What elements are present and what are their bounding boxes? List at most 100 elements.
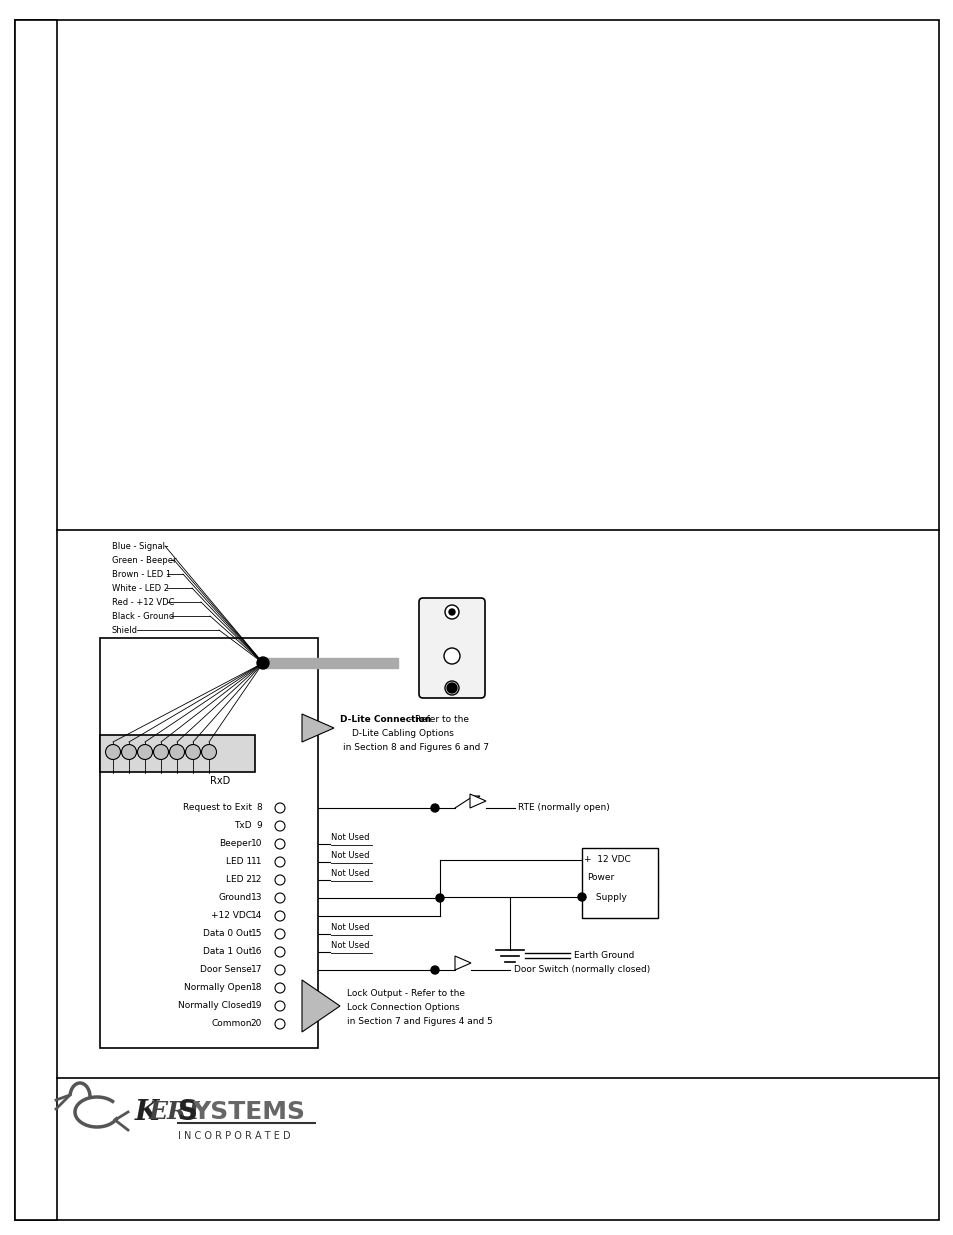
Text: 9: 9	[256, 821, 262, 830]
Text: LED 2: LED 2	[226, 876, 252, 884]
Circle shape	[185, 745, 200, 760]
Text: TxD: TxD	[234, 821, 252, 830]
Text: Not Used: Not Used	[331, 832, 369, 842]
Text: K: K	[135, 1098, 159, 1125]
Bar	[100, 735, 254, 772]
Text: Door Switch (normally closed): Door Switch (normally closed)	[514, 966, 650, 974]
Text: Not Used: Not Used	[331, 923, 369, 932]
Text: 1: 1	[110, 763, 115, 773]
Circle shape	[436, 894, 443, 902]
Circle shape	[274, 929, 285, 939]
Text: 13: 13	[251, 893, 262, 903]
Text: ERI: ERI	[149, 1100, 200, 1124]
Circle shape	[274, 1002, 285, 1011]
Circle shape	[274, 803, 285, 813]
Text: S: S	[178, 1098, 198, 1126]
Text: in Section 8 and Figures 6 and 7: in Section 8 and Figures 6 and 7	[343, 742, 489, 752]
Circle shape	[274, 965, 285, 974]
Text: White - LED 2: White - LED 2	[112, 583, 169, 593]
Circle shape	[274, 839, 285, 848]
Text: Data 0 Out: Data 0 Out	[202, 930, 252, 939]
FancyBboxPatch shape	[418, 598, 484, 698]
Text: Brown - LED 1: Brown - LED 1	[112, 569, 171, 578]
Text: Green - Beeper: Green - Beeper	[112, 556, 176, 564]
Bar	[15, 20, 57, 1220]
Circle shape	[444, 605, 458, 619]
Text: Not Used: Not Used	[331, 869, 369, 878]
Circle shape	[274, 1019, 285, 1029]
Text: 19: 19	[251, 1002, 262, 1010]
Text: 3: 3	[142, 763, 148, 773]
Text: Power: Power	[586, 873, 614, 883]
Text: 7: 7	[206, 763, 212, 773]
Polygon shape	[302, 981, 339, 1032]
Text: - Refer to the: - Refer to the	[406, 715, 469, 724]
Circle shape	[137, 745, 152, 760]
Text: +12 VDC: +12 VDC	[211, 911, 252, 920]
Text: Red - +12 VDC: Red - +12 VDC	[112, 598, 174, 606]
Circle shape	[449, 609, 455, 615]
Circle shape	[431, 804, 438, 811]
Text: Data 1 Out: Data 1 Out	[202, 947, 252, 956]
Text: D-Lite Cabling Options: D-Lite Cabling Options	[352, 729, 454, 737]
Text: Normally Open: Normally Open	[184, 983, 252, 993]
Text: 12: 12	[251, 876, 262, 884]
Circle shape	[256, 657, 269, 669]
Text: YSTEMS: YSTEMS	[192, 1100, 305, 1124]
Circle shape	[443, 648, 459, 664]
Text: D-Lite Connection: D-Lite Connection	[339, 715, 431, 724]
Text: Not Used: Not Used	[331, 851, 369, 860]
Circle shape	[274, 876, 285, 885]
Text: Request to Exit: Request to Exit	[183, 804, 252, 813]
Text: Common: Common	[212, 1020, 252, 1029]
Circle shape	[106, 745, 120, 760]
Text: Door Sense: Door Sense	[200, 966, 252, 974]
Text: 18: 18	[251, 983, 262, 993]
Text: RxD: RxD	[210, 776, 230, 785]
Text: 11: 11	[251, 857, 262, 867]
Text: Not Used: Not Used	[331, 941, 369, 950]
Text: Lock Connection Options: Lock Connection Options	[347, 1004, 459, 1013]
Text: 10: 10	[251, 840, 262, 848]
Circle shape	[153, 745, 169, 760]
Text: +  12 VDC: + 12 VDC	[583, 856, 630, 864]
Text: in Section 7 and Figures 4 and 5: in Section 7 and Figures 4 and 5	[347, 1018, 493, 1026]
Circle shape	[201, 745, 216, 760]
Text: 14: 14	[251, 911, 262, 920]
Text: 15: 15	[251, 930, 262, 939]
Text: Ground: Ground	[218, 893, 252, 903]
Bar	[581, 848, 658, 918]
Polygon shape	[470, 794, 485, 808]
Text: I N C O R P O R A T E D: I N C O R P O R A T E D	[178, 1131, 291, 1141]
Circle shape	[578, 893, 585, 902]
Text: Black - Ground: Black - Ground	[112, 611, 174, 620]
Text: 5: 5	[174, 763, 180, 773]
Text: 17: 17	[251, 966, 262, 974]
Polygon shape	[302, 714, 334, 742]
Bar	[100, 638, 317, 1049]
Text: Lock Output - Refer to the: Lock Output - Refer to the	[347, 989, 464, 999]
Text: Normally Closed: Normally Closed	[178, 1002, 252, 1010]
Text: Earth Ground: Earth Ground	[574, 951, 634, 960]
Circle shape	[447, 683, 456, 693]
Text: RTE (normally open): RTE (normally open)	[517, 804, 609, 813]
Circle shape	[121, 745, 136, 760]
Text: Beeper: Beeper	[219, 840, 252, 848]
Circle shape	[274, 857, 285, 867]
Text: 2: 2	[126, 763, 132, 773]
Text: 8: 8	[256, 804, 262, 813]
Polygon shape	[455, 956, 471, 969]
Circle shape	[274, 821, 285, 831]
Circle shape	[170, 745, 184, 760]
Circle shape	[274, 947, 285, 957]
Text: LED 1: LED 1	[226, 857, 252, 867]
Text: 4: 4	[158, 763, 164, 773]
Circle shape	[274, 893, 285, 903]
Circle shape	[274, 911, 285, 921]
Text: Shield: Shield	[112, 625, 138, 635]
Text: 6: 6	[190, 763, 195, 773]
Circle shape	[444, 680, 458, 695]
Text: 16: 16	[251, 947, 262, 956]
Text: Blue - Signal: Blue - Signal	[112, 541, 165, 551]
Circle shape	[431, 966, 438, 974]
